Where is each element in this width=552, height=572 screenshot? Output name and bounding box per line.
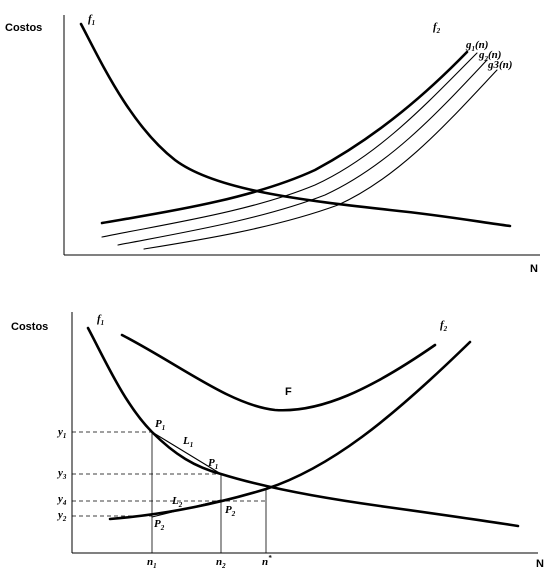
top-curve-g3 — [143, 69, 498, 250]
bottom-y-axis-label: Costos — [11, 321, 48, 333]
top-x-axis-label: N — [530, 263, 538, 275]
bottom-panel: Costos N f1 f2 F P1 L1 P1 L2 P2 P2 y1 — [11, 312, 544, 570]
top-curve-f2 — [100, 50, 469, 225]
bottom-f1-label: f1 — [97, 313, 104, 327]
ytick-y4: y4 — [56, 493, 67, 507]
ytick-y3: y3 — [56, 467, 67, 481]
xtick-n2: n2 — [216, 556, 226, 570]
top-curve-f1 — [79, 22, 512, 228]
bottom-F-label: F — [285, 386, 292, 398]
point-P2-upper: P2 — [225, 504, 236, 518]
top-f2-label: f2 — [433, 21, 441, 35]
top-g1-label: g1(n) — [465, 39, 488, 53]
point-L2: L2 — [171, 495, 183, 509]
top-g3-label: g3(n) — [487, 59, 512, 71]
top-panel: Costos N f1 f2 g1(n) g2(n) g3(n) — [5, 13, 540, 275]
ytick-y1: y1 — [56, 426, 66, 440]
bottom-f2-label: f2 — [440, 319, 448, 333]
top-curve-g2 — [117, 59, 488, 246]
bottom-x-axis-label: N — [536, 558, 544, 570]
ytick-y2: y2 — [56, 509, 67, 523]
bottom-curve-F — [120, 333, 437, 412]
top-f1-label: f1 — [88, 13, 95, 27]
bottom-curve-f1 — [86, 326, 520, 528]
point-P1-lower: P1 — [208, 457, 218, 471]
point-P2-lower: P2 — [154, 518, 165, 532]
point-L1: L1 — [182, 435, 193, 449]
chord-L1 — [151, 431, 222, 475]
chord-L2 — [151, 499, 222, 518]
xtick-nstar: n* — [262, 554, 272, 568]
bottom-curve-f2 — [108, 340, 472, 521]
top-curve-g1 — [101, 52, 478, 238]
top-g2-label: g2(n) — [478, 49, 501, 63]
xtick-n1: n1 — [147, 556, 157, 570]
top-y-axis-label: Costos — [5, 22, 42, 34]
point-P1-upper: P1 — [155, 418, 165, 432]
